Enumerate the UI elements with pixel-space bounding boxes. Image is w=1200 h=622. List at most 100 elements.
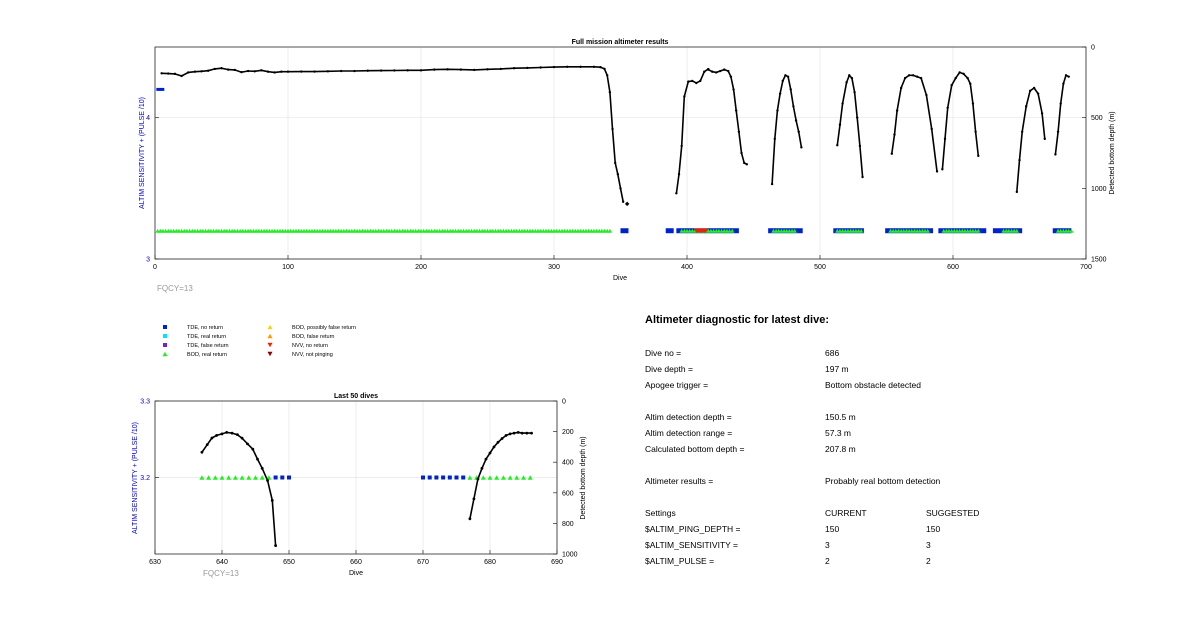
fqcy-annotation: FQCY=13 <box>203 569 239 578</box>
depth-point <box>699 79 702 83</box>
depth-point <box>899 86 903 90</box>
depth-point <box>579 65 582 68</box>
y-tick-label-right: 0 <box>562 399 566 406</box>
depth-point <box>958 71 961 74</box>
depth-point <box>180 74 183 78</box>
depth-point <box>516 430 520 434</box>
depth-point <box>220 67 223 70</box>
depth-point <box>246 442 249 446</box>
depth-point <box>853 91 856 94</box>
depth-point <box>266 70 270 73</box>
depth-point <box>1018 158 1021 162</box>
depth-point <box>366 69 369 72</box>
depth-point <box>794 119 798 122</box>
x-tick-label: 690 <box>551 559 563 566</box>
depth-point <box>778 92 782 95</box>
depth-point <box>419 69 423 72</box>
depth-point <box>703 70 706 73</box>
depth-point <box>838 123 842 126</box>
bod-real-return-marker <box>480 475 486 480</box>
depth-point <box>1062 82 1065 85</box>
bod-real-return-marker <box>199 475 205 480</box>
depth-point <box>848 74 851 77</box>
depth-point <box>226 68 230 71</box>
depth-point <box>915 75 919 78</box>
suggested-header: SUGGESTED <box>926 508 980 518</box>
bod-real-return-marker <box>527 475 533 480</box>
depth-point <box>954 76 957 80</box>
depth-point <box>473 68 476 72</box>
depth-point <box>173 72 177 76</box>
tde-no-return-marker <box>287 475 291 480</box>
setting-label: $ALTIM_SENSITIVITY = <box>645 540 738 550</box>
bod-real-return-marker <box>1014 228 1020 233</box>
depth-point <box>160 72 163 75</box>
y-axis-right-label: Detected bottom depth (m) <box>1109 111 1116 194</box>
depth-point <box>675 192 678 195</box>
diagnostic-title: Altimeter diagnostic for latest dive: <box>645 314 829 326</box>
settings-row: $ALTIM_PULSE = 2 2 <box>645 556 1165 568</box>
depth-point <box>707 68 710 71</box>
depth-series-line <box>707 68 748 166</box>
diagnostic-row: Apogee trigger = Bottom obstacle detecte… <box>645 380 1165 392</box>
depth-point <box>608 91 612 94</box>
y-tick-label-right: 1000 <box>562 552 578 559</box>
depth-point <box>935 170 939 173</box>
depth-point <box>1067 75 1070 78</box>
bod-real-return-marker <box>1069 228 1074 233</box>
bod-real-return-marker <box>212 475 218 480</box>
y-tick-label-right: 600 <box>562 490 574 497</box>
y-tick-label-right: 500 <box>1091 115 1103 122</box>
depth-point <box>680 144 683 148</box>
depth-point <box>941 168 944 171</box>
depth-point <box>943 137 947 141</box>
x-tick-label: 600 <box>947 264 959 271</box>
depth-point <box>683 95 686 98</box>
depth-point <box>200 70 203 73</box>
tde-no-return-marker <box>454 475 459 480</box>
legend-marker <box>267 333 273 339</box>
depth-point <box>433 68 436 71</box>
depth-point <box>845 81 848 84</box>
depth-point <box>925 93 928 97</box>
altimeter-diagnostic-panel: Altimeter diagnostic for latest dive: Di… <box>645 300 1165 600</box>
legend-label: NVV, no return <box>292 343 328 349</box>
y-tick-label-right: 0 <box>1091 45 1095 52</box>
depth-point <box>496 440 500 444</box>
diagnostic-value: Bottom obstacle detected <box>825 380 921 390</box>
bod-real-return-marker <box>792 228 797 233</box>
depth-point <box>459 68 463 71</box>
x-tick-label: 0 <box>153 264 157 271</box>
depth-point <box>213 67 217 71</box>
legend-marker <box>267 342 273 348</box>
depth-point <box>770 182 774 186</box>
axis-ticks: 0 100 200 300 400 500 600 700 3 4 0 500 1000 1500 <box>146 45 1107 272</box>
diagnostic-value: 150.5 m <box>825 412 856 422</box>
depth-point <box>236 433 239 437</box>
depth-point <box>592 65 596 68</box>
y-tick-label-right: 800 <box>562 521 574 528</box>
depth-point <box>599 66 602 69</box>
depth-point <box>616 173 620 176</box>
setting-label: $ALTIM_PING_DEPTH = <box>645 524 741 534</box>
depth-point <box>225 430 229 434</box>
depth-point <box>526 66 529 70</box>
depth-series-line <box>771 74 803 185</box>
depth-point <box>1032 86 1036 90</box>
diagnostic-row: Dive no = 686 <box>645 348 1165 360</box>
legend-label: BOD, real return <box>187 352 227 358</box>
depth-point <box>230 431 234 435</box>
tde-no-return-marker <box>1052 228 1072 234</box>
depth-point <box>903 76 907 80</box>
depth-point <box>539 66 542 69</box>
depth-point <box>251 447 255 451</box>
depth-outlier-point <box>624 201 630 207</box>
depth-point <box>256 457 259 461</box>
y-axis-right-label: Detected bottom depth (m) <box>580 436 587 519</box>
x-tick-label: 300 <box>548 264 560 271</box>
depth-point <box>205 443 209 447</box>
full-mission-chart: 0 100 200 300 400 500 600 700 3 4 0 500 1000 1500 Ful… <box>139 39 1116 293</box>
diagnostic-value: 57.3 m <box>825 428 851 438</box>
depth-point <box>729 75 733 78</box>
depth-point <box>508 432 512 436</box>
